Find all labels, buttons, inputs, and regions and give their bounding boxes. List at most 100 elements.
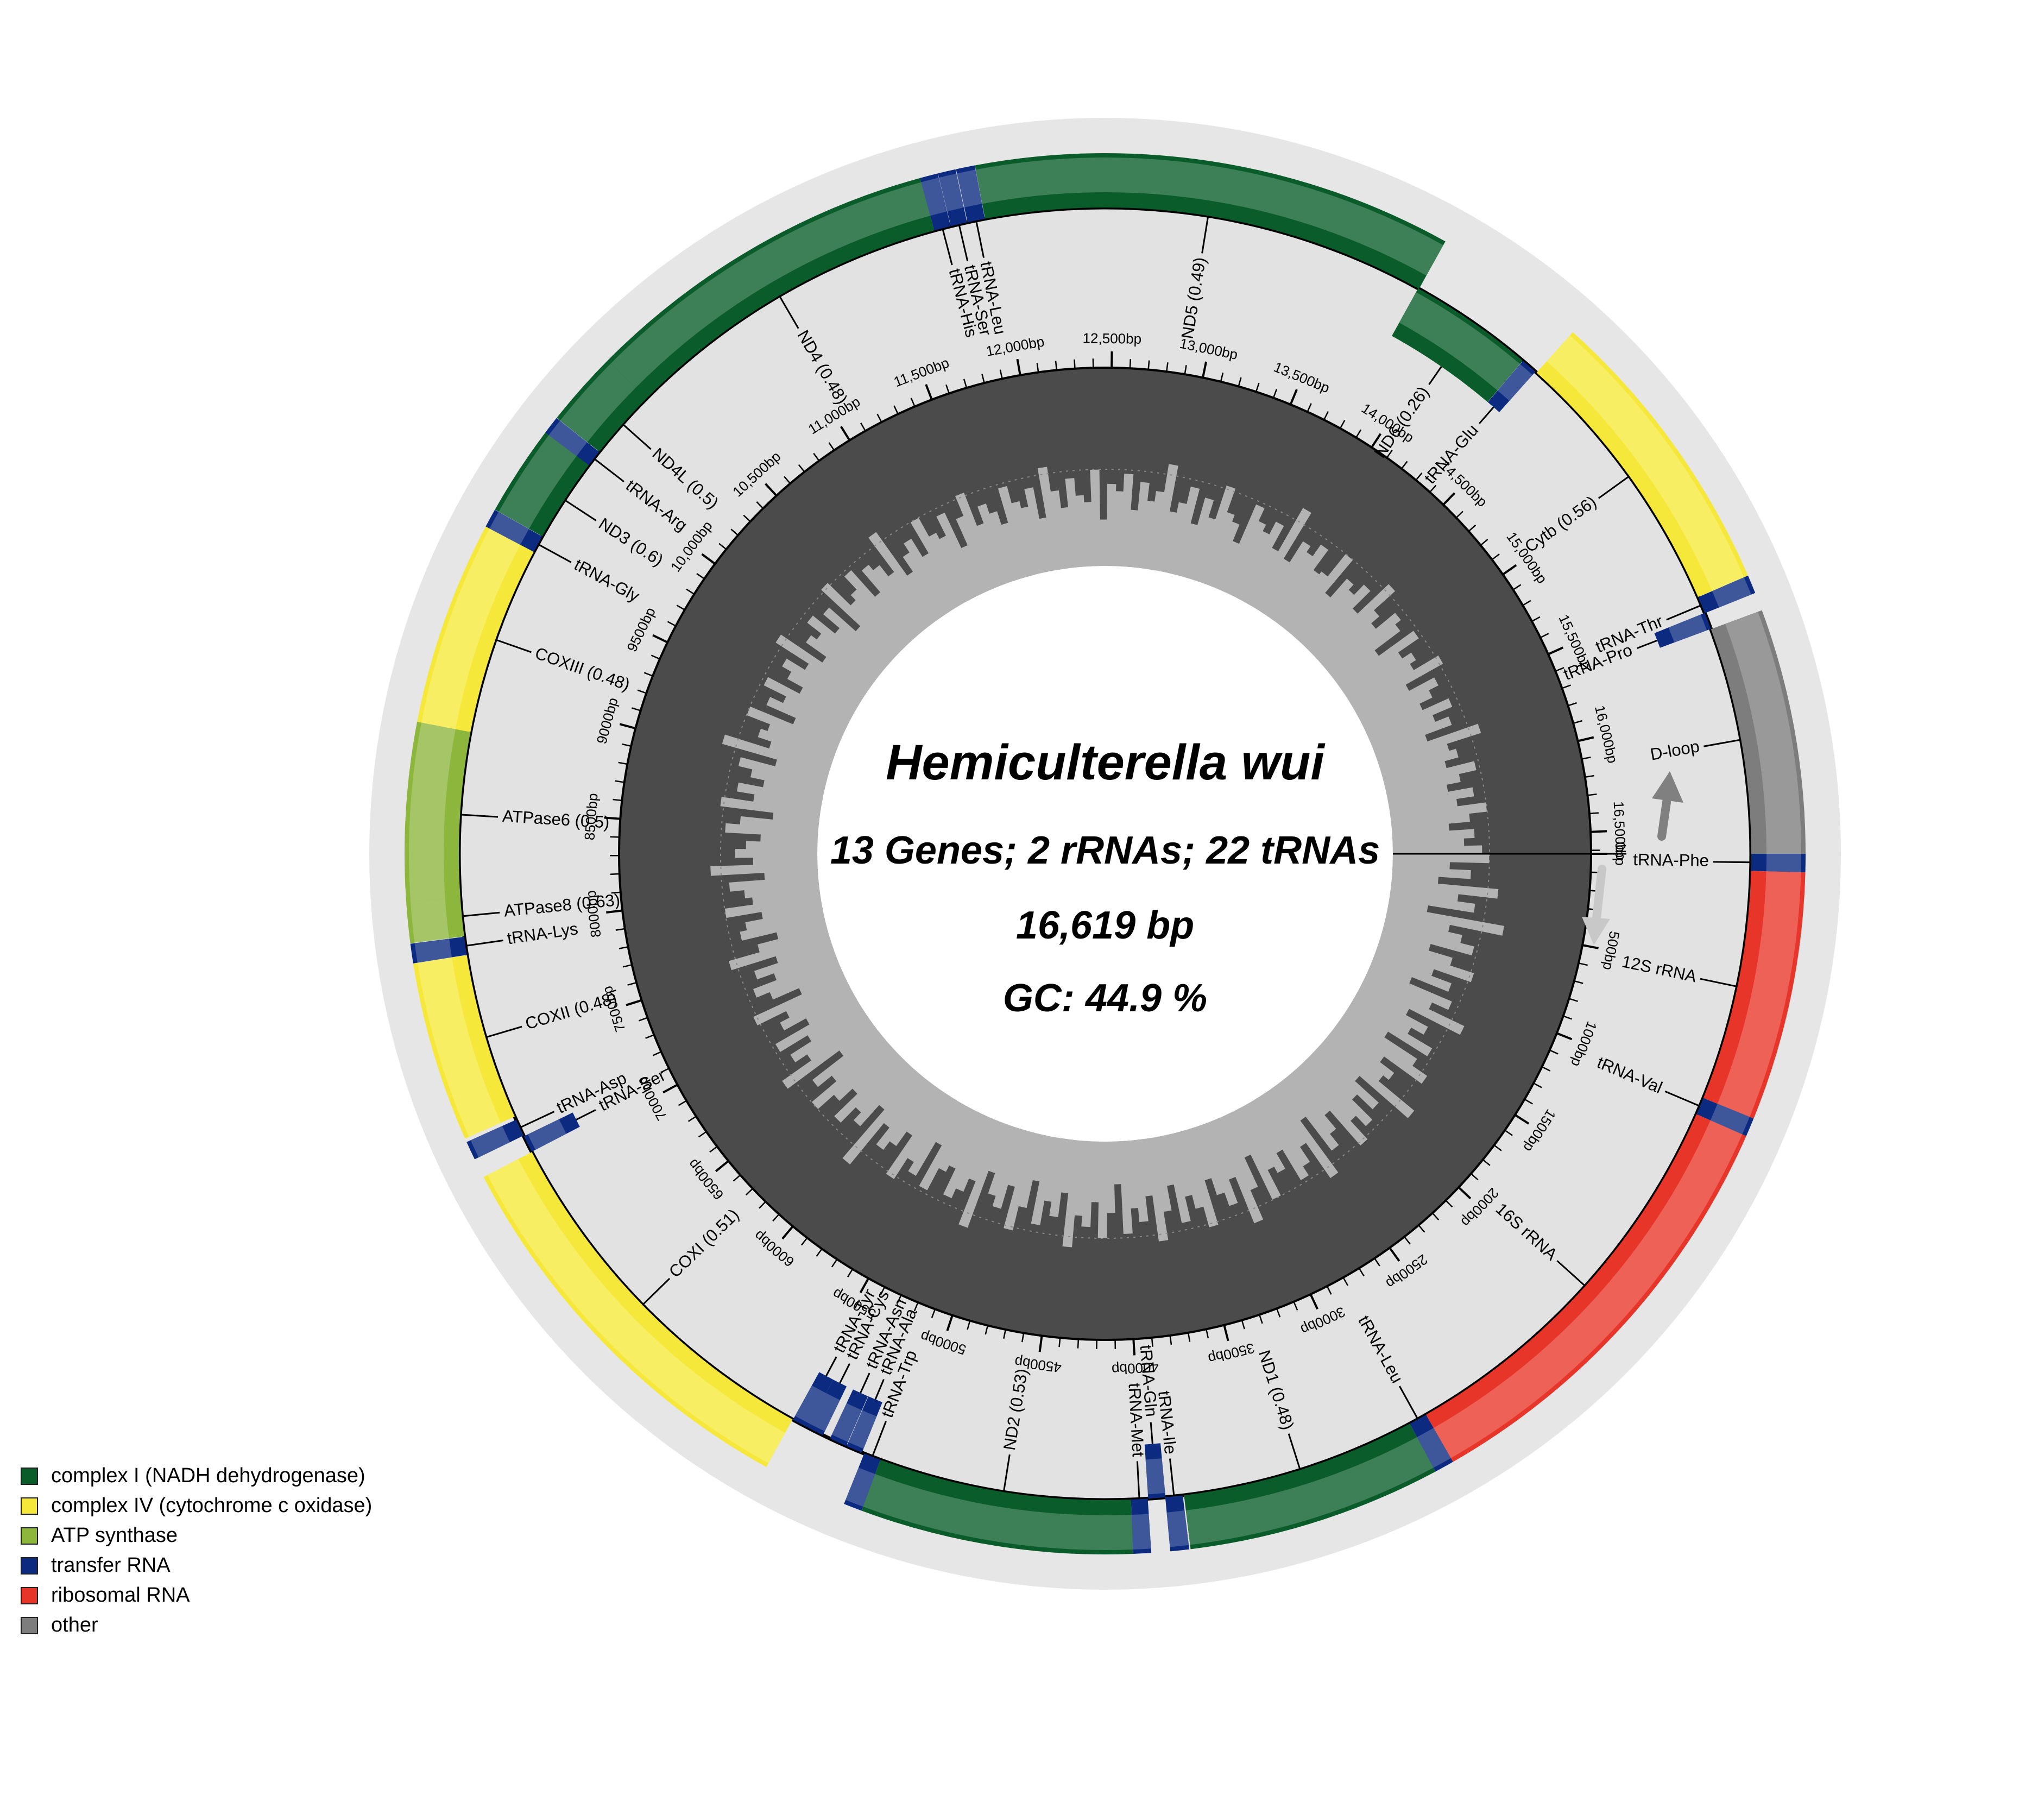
gc-bar [1372, 716, 1452, 754]
feature-highlight [975, 157, 1443, 276]
feature-highlight [863, 1474, 1133, 1550]
label-leader [778, 295, 799, 329]
gc-bar [775, 997, 860, 1053]
gc-bar [775, 634, 867, 698]
legend-item: ATP synthase [21, 1521, 372, 1551]
tick-mark [1549, 1049, 1559, 1055]
gc-bar [1112, 1141, 1122, 1185]
gc-bar [1236, 1106, 1275, 1170]
gc-bar [1163, 1134, 1191, 1223]
gc-bar [804, 663, 863, 704]
tick-mark [667, 621, 677, 627]
feature-highlight [421, 528, 521, 729]
gc-bar [1145, 491, 1165, 570]
gc-bar [938, 535, 977, 600]
gc-bar [852, 1049, 899, 1094]
gc-bar [1031, 1136, 1056, 1225]
gc-bar [1290, 1070, 1330, 1116]
label-leader [1636, 639, 1658, 650]
feature-highlight [1725, 612, 1801, 854]
tick-mark [1415, 473, 1423, 481]
gc-bar [1176, 1131, 1204, 1209]
gc-bar [961, 545, 989, 594]
gc-bar [1119, 474, 1134, 567]
tick-mark [1563, 1015, 1573, 1020]
gc-bar [1377, 723, 1481, 766]
feature-highlight [1145, 1458, 1165, 1495]
tick-mark [1455, 511, 1463, 519]
tick-mark [619, 946, 628, 949]
gc-bar [1355, 684, 1410, 719]
gc-bar [1157, 1135, 1175, 1186]
feature-highlight [610, 182, 931, 388]
tick-mark [1169, 1335, 1172, 1345]
forward-arrow [1657, 794, 1671, 841]
gc-bar [1242, 547, 1279, 604]
gc-bar [1370, 960, 1412, 984]
gc-bar [1367, 966, 1452, 1010]
tick-mark [743, 514, 751, 522]
gc-bar [753, 974, 847, 1025]
gc-bar [1317, 1042, 1360, 1082]
gc-bar [1083, 502, 1095, 567]
gc-bar [1295, 578, 1354, 643]
tick-mark [626, 999, 642, 1006]
gc-bar [1379, 743, 1450, 772]
gene-features [405, 153, 1806, 1554]
gc-bar [1000, 522, 1025, 580]
gc-bar [1011, 501, 1037, 576]
gc-bar [1322, 622, 1377, 671]
tick-mark [663, 1084, 678, 1094]
feature-highlight [1497, 364, 1533, 401]
tick-mark [638, 1017, 648, 1022]
gc-bar [1374, 734, 1428, 760]
tick-mark [1272, 389, 1278, 398]
gc-bar [844, 570, 913, 644]
tick-mark [1491, 553, 1500, 561]
gc-bar [1358, 984, 1410, 1016]
label-leader [641, 1277, 671, 1306]
gc-bar [1183, 497, 1214, 579]
tick-mark [981, 374, 985, 383]
gc-bar [1334, 1022, 1385, 1063]
gc-bar [1230, 1110, 1281, 1200]
gc-bar [1138, 1138, 1153, 1196]
tick-mark [676, 604, 685, 610]
gc-bar [1290, 592, 1331, 638]
gc-bar [988, 511, 1019, 582]
label-leader [1598, 475, 1630, 499]
gc-content-ring [619, 368, 1591, 1340]
gc-bar [761, 901, 823, 920]
gc-bar [1158, 511, 1178, 572]
label-leader [1700, 978, 1738, 988]
gc-bar [1364, 972, 1433, 1010]
gc-bar [1043, 1137, 1062, 1202]
gc-bar [1106, 1141, 1115, 1213]
gc-bar [1182, 1129, 1219, 1227]
label-leader [871, 1421, 887, 1457]
label-leader [495, 639, 532, 653]
tick-mark [772, 1213, 780, 1222]
gc-bar [1388, 898, 1428, 913]
gc-bar [766, 697, 845, 738]
tick-mark [1568, 702, 1578, 707]
gc-bar [725, 823, 818, 838]
gc-bar [787, 671, 857, 715]
gc-bar [776, 920, 827, 940]
gc-bar [1389, 798, 1458, 816]
label-leader [1479, 406, 1494, 424]
gc-bar [782, 658, 860, 710]
tick-mark [876, 413, 882, 423]
feature-highlight [1668, 614, 1707, 643]
tick-mark [698, 1131, 707, 1138]
tick-mark [1358, 1268, 1365, 1277]
gc-bar [998, 486, 1031, 578]
gc-bar [767, 723, 837, 756]
tick-mark [831, 1258, 838, 1268]
tick-mark [913, 1302, 919, 1312]
tick-mark [1202, 361, 1208, 378]
gc-bar [1367, 698, 1453, 742]
gc-bar [806, 635, 874, 688]
tick-mark [1276, 1308, 1281, 1318]
gc-bar [1269, 1086, 1339, 1179]
